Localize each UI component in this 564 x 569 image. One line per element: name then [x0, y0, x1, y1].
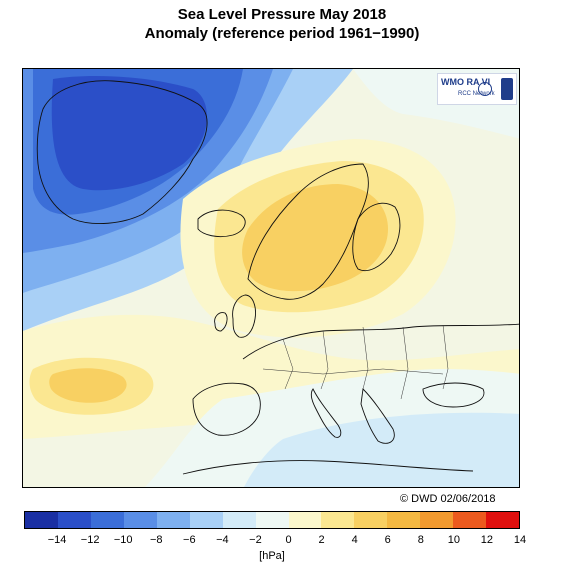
- country-borders: [262, 324, 449, 400]
- map-subtitle: Anomaly (reference period 1961−1990): [144, 25, 420, 42]
- legend-swatch: [420, 512, 454, 528]
- legend-swatch: [57, 512, 91, 528]
- legend-tick-label: −14: [47, 534, 67, 546]
- coastlines: [36, 80, 519, 475]
- legend-tick-label: 12: [480, 534, 494, 546]
- legend-tick-label: −8: [149, 534, 163, 546]
- legend-swatch: [354, 512, 388, 528]
- legend-tick-label: 14: [513, 534, 527, 546]
- legend-tick-label: 6: [384, 534, 391, 546]
- legend-tick-label: −12: [80, 534, 100, 546]
- field-se-cyan: [244, 412, 519, 487]
- globe-icon: [478, 82, 492, 96]
- legend-tick-label: 10: [447, 534, 460, 546]
- legend-swatch: [486, 512, 520, 528]
- legend-swatch: [453, 512, 487, 528]
- dwd-icon: [501, 78, 513, 100]
- legend-swatch: [123, 512, 157, 528]
- legend-tick-label: 0: [285, 534, 292, 546]
- legend-tick-label: 2: [318, 534, 325, 546]
- legend-tick-label: −4: [216, 534, 229, 546]
- legend-swatch: [90, 512, 124, 528]
- wmo-rcc-logo: WMO RA VI RCC Network: [437, 73, 517, 105]
- legend-tick-label: −6: [183, 534, 196, 546]
- legend-swatch: [321, 512, 355, 528]
- anomaly-map: WMO RA VI RCC Network: [22, 68, 520, 488]
- logo-network-text: RCC Network: [458, 91, 495, 97]
- legend-tick-label: −2: [249, 534, 262, 546]
- anomaly-field: [23, 69, 519, 487]
- legend-swatch: [255, 512, 289, 528]
- legend-tick-label: −10: [113, 534, 133, 546]
- legend-tick-label: 8: [417, 534, 424, 546]
- field-azores-core: [49, 368, 127, 403]
- legend-swatch: [25, 512, 58, 528]
- field-orange: [242, 184, 388, 292]
- legend-swatch: [387, 512, 421, 528]
- legend-swatch: [222, 512, 256, 528]
- map-title: Sea Level Pressure May 2018: [177, 6, 387, 23]
- credit-text: © DWD 02/06/2018: [400, 493, 496, 505]
- color-legend-bar: [24, 511, 520, 529]
- field-blue-core: [51, 76, 207, 191]
- logo-org-text: WMO RA VI: [441, 77, 491, 87]
- legend-tick-labels: −14 −12 −10 −8 −6 −4 −2 0 2 4 6 8 10 12 14: [0, 534, 564, 548]
- legend-unit: [hPa]: [259, 550, 285, 562]
- legend-swatch: [189, 512, 223, 528]
- legend-swatch: [156, 512, 190, 528]
- legend-tick-label: 4: [351, 534, 358, 546]
- legend-swatch: [288, 512, 322, 528]
